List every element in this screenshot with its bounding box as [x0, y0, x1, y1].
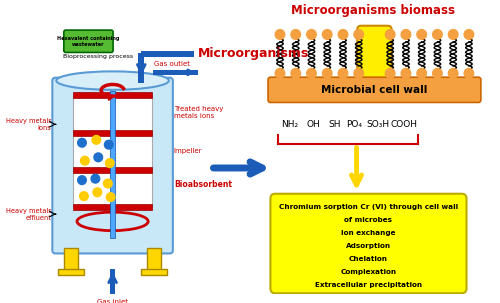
Circle shape [78, 138, 86, 147]
FancyBboxPatch shape [58, 269, 84, 275]
FancyBboxPatch shape [52, 78, 173, 253]
FancyBboxPatch shape [110, 91, 114, 238]
FancyBboxPatch shape [74, 204, 152, 210]
Circle shape [80, 192, 88, 201]
Text: Extracellular precipitation: Extracellular precipitation [315, 282, 422, 288]
FancyBboxPatch shape [268, 77, 481, 102]
Text: Gas inlet: Gas inlet [97, 298, 128, 303]
FancyBboxPatch shape [142, 51, 194, 57]
Circle shape [354, 68, 364, 78]
Text: Hexavalent containing
wastewater: Hexavalent containing wastewater [58, 36, 120, 47]
Circle shape [306, 30, 316, 39]
Ellipse shape [56, 72, 169, 90]
Text: Heavy metals
effluent: Heavy metals effluent [6, 208, 52, 221]
Text: Heavy metals
ions: Heavy metals ions [6, 118, 52, 131]
Text: SO₃H: SO₃H [366, 120, 390, 129]
Text: Adsorption: Adsorption [346, 243, 391, 249]
Circle shape [401, 68, 410, 78]
Circle shape [291, 30, 300, 39]
Circle shape [464, 68, 473, 78]
Circle shape [417, 30, 426, 39]
Circle shape [354, 30, 364, 39]
Circle shape [401, 30, 410, 39]
Text: Bioprocessing process: Bioprocessing process [64, 54, 134, 59]
Circle shape [275, 30, 285, 39]
Circle shape [291, 68, 300, 78]
Circle shape [432, 68, 442, 78]
Circle shape [322, 68, 332, 78]
Circle shape [338, 30, 347, 39]
FancyBboxPatch shape [147, 248, 162, 271]
Text: NH₂: NH₂ [281, 120, 298, 129]
Circle shape [306, 68, 316, 78]
Text: Chromium sorption Cr (VI) through cell wall: Chromium sorption Cr (VI) through cell w… [279, 204, 458, 210]
Circle shape [432, 30, 442, 39]
Circle shape [322, 30, 332, 39]
FancyBboxPatch shape [138, 53, 144, 83]
Text: Microorganisms biomass: Microorganisms biomass [292, 4, 456, 17]
FancyBboxPatch shape [153, 70, 198, 75]
Circle shape [448, 68, 458, 78]
Text: Ion exchange: Ion exchange [341, 230, 396, 236]
Circle shape [91, 174, 100, 183]
Text: OH: OH [306, 120, 320, 129]
Circle shape [92, 135, 100, 144]
Circle shape [448, 30, 458, 39]
Text: Bioabsorbent: Bioabsorbent [174, 181, 232, 189]
Text: Microorganisms: Microorganisms [198, 47, 309, 60]
Circle shape [338, 68, 347, 78]
Circle shape [104, 140, 113, 149]
Text: Treated heavy
metals ions: Treated heavy metals ions [174, 106, 223, 119]
Circle shape [80, 156, 89, 165]
Text: Impeller: Impeller [174, 148, 203, 154]
Text: of microbes: of microbes [344, 217, 393, 223]
Text: Chelation: Chelation [349, 256, 388, 262]
Circle shape [275, 68, 285, 78]
Circle shape [386, 30, 395, 39]
Text: Complexation: Complexation [340, 269, 396, 275]
Text: Microbial cell wall: Microbial cell wall [322, 85, 428, 95]
Circle shape [417, 68, 426, 78]
Text: COOH: COOH [391, 120, 418, 129]
FancyBboxPatch shape [142, 269, 167, 275]
Circle shape [106, 193, 115, 201]
Circle shape [106, 159, 114, 168]
Circle shape [386, 68, 395, 78]
Circle shape [78, 176, 86, 185]
Circle shape [464, 30, 473, 39]
FancyBboxPatch shape [64, 248, 78, 271]
Text: SH: SH [328, 120, 341, 129]
FancyBboxPatch shape [74, 167, 152, 173]
FancyBboxPatch shape [64, 30, 113, 52]
FancyBboxPatch shape [74, 92, 152, 98]
Text: Gas outlet: Gas outlet [154, 61, 190, 67]
Text: PO₄: PO₄ [346, 120, 362, 129]
Circle shape [104, 179, 112, 188]
FancyBboxPatch shape [110, 269, 115, 294]
FancyBboxPatch shape [357, 26, 392, 82]
Circle shape [93, 188, 102, 197]
FancyBboxPatch shape [74, 95, 152, 207]
Circle shape [94, 153, 102, 162]
FancyBboxPatch shape [270, 194, 466, 293]
FancyBboxPatch shape [74, 130, 152, 136]
